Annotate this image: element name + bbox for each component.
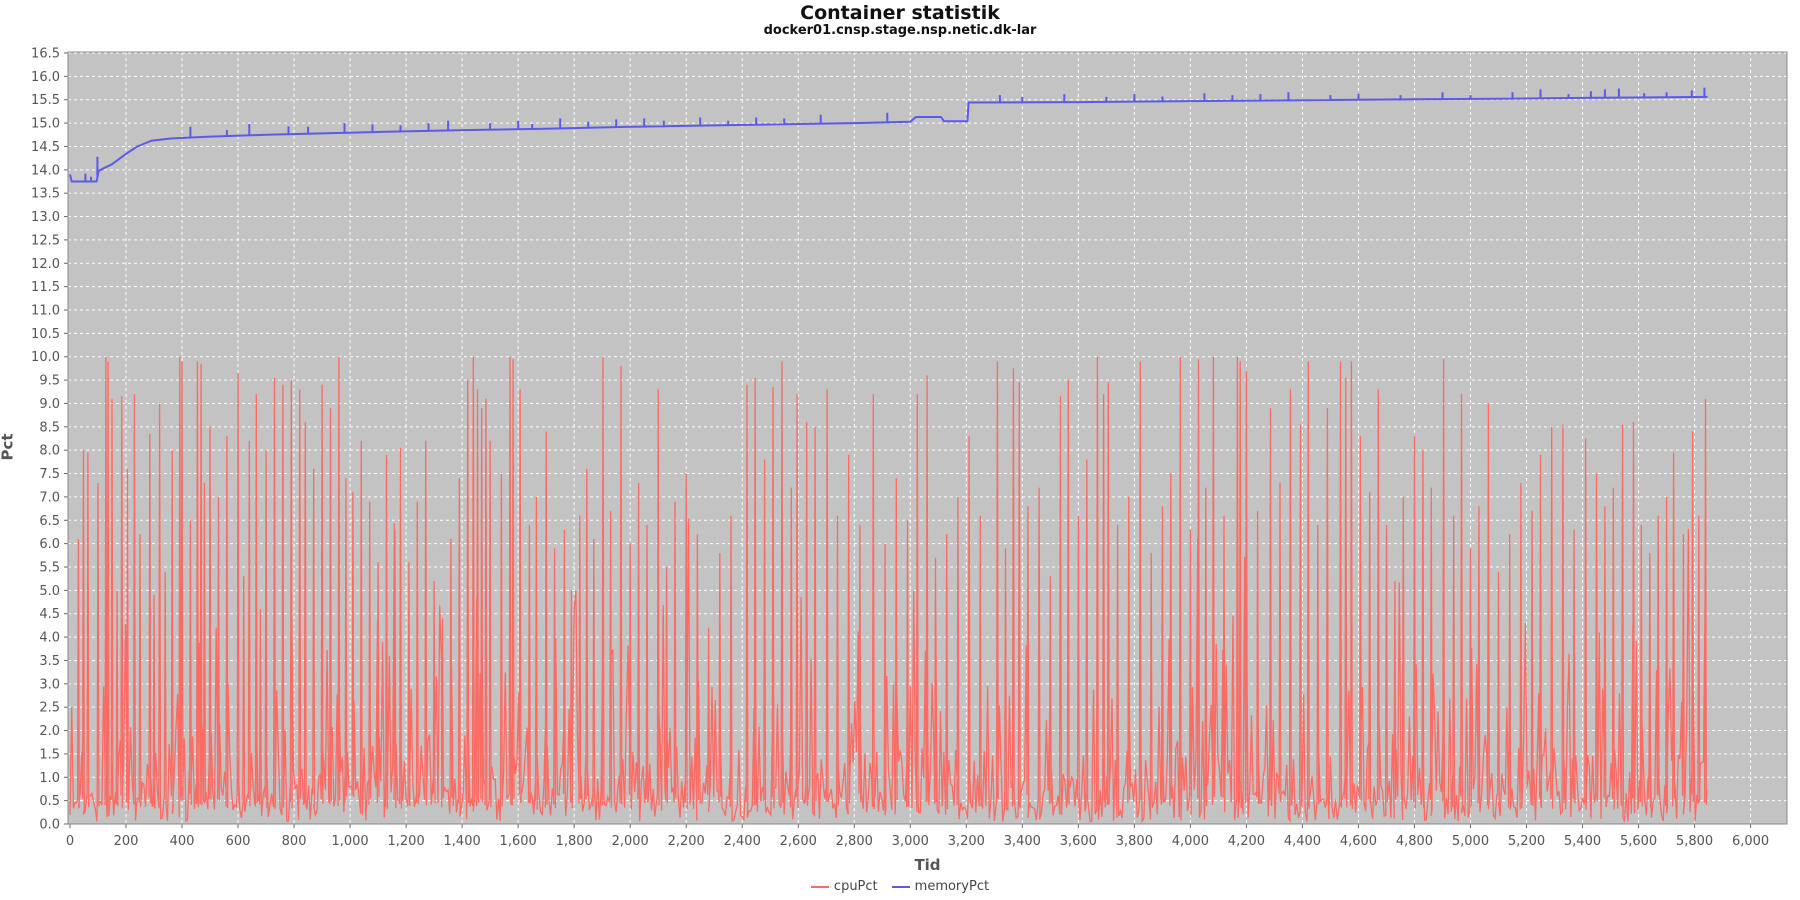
x-tick-label: 4,800 — [1396, 834, 1433, 849]
y-tick-label: 4.5 — [39, 607, 60, 622]
y-tick-label: 7.0 — [39, 490, 60, 505]
axis-tick-labels: 0.0 0.5 1.0 1.5 2.0 2.5 3.0 3.5 4.0 4.5 5.0 5.5 6.0 6… — [31, 47, 1769, 850]
y-tick-label: 7.5 — [39, 467, 60, 482]
y-tick-label: 13.0 — [31, 210, 60, 225]
x-tick-label: 3,800 — [1116, 834, 1153, 849]
x-tick-label: 1,000 — [331, 834, 368, 849]
y-tick-label: 12.5 — [31, 233, 60, 248]
x-tick-label: 2,200 — [668, 834, 705, 849]
y-tick-label: 14.5 — [31, 140, 60, 155]
x-tick-label: 5,800 — [1676, 834, 1713, 849]
memory-series-line — [69, 87, 1708, 183]
chart-subtitle: docker01.cnsp.stage.nsp.netic.dk-lar — [763, 23, 1037, 38]
y-tick-label: 3.5 — [39, 654, 60, 669]
y-tick-label: 9.0 — [39, 397, 60, 412]
y-tick-label: 2.5 — [39, 701, 60, 716]
cpu-legend-label: cpuPct — [833, 879, 878, 894]
y-tick-label: 12.0 — [31, 257, 60, 272]
y-tick-label: 0.5 — [39, 794, 60, 809]
y-tick-label: 15.0 — [31, 117, 60, 132]
y-tick-label: 10.5 — [31, 327, 60, 342]
legend-item-cpu: cpuPct — [810, 879, 878, 894]
cpu-legend-swatch — [810, 885, 829, 888]
y-tick-label: 6.0 — [39, 537, 60, 552]
memory-legend-swatch — [891, 885, 910, 888]
x-tick-label: 1,200 — [388, 834, 425, 849]
x-tick-label: 1,400 — [444, 834, 481, 849]
y-tick-label: 4.0 — [39, 631, 60, 646]
x-tick-label: 4,000 — [1172, 834, 1209, 849]
y-tick-label: 9.5 — [39, 374, 60, 389]
memory-legend-label: memoryPct — [914, 879, 990, 894]
x-tick-label: 3,400 — [1004, 834, 1041, 849]
y-tick-label: 8.0 — [39, 444, 60, 459]
x-tick-label: 2,800 — [836, 834, 873, 849]
y-tick-label: 1.5 — [39, 747, 60, 762]
y-tick-label: 0.0 — [39, 818, 60, 833]
x-tick-label: 400 — [170, 834, 195, 849]
x-tick-label: 4,400 — [1284, 834, 1321, 849]
x-tick-label: 5,000 — [1452, 834, 1489, 849]
y-tick-label: 10.0 — [31, 350, 60, 365]
x-tick-label: 2,400 — [724, 834, 761, 849]
x-tick-label: 2,600 — [780, 834, 817, 849]
x-tick-label: 5,200 — [1508, 834, 1545, 849]
y-tick-label: 14.0 — [31, 163, 60, 178]
x-tick-label: 1,800 — [556, 834, 593, 849]
y-tick-label: 8.5 — [39, 420, 60, 435]
x-tick-label: 4,600 — [1340, 834, 1377, 849]
y-tick-label: 3.0 — [39, 677, 60, 692]
x-tick-label: 200 — [114, 834, 139, 849]
y-tick-label: 5.0 — [39, 584, 60, 599]
y-tick-label: 5.5 — [39, 561, 60, 576]
y-tick-label: 16.5 — [31, 47, 60, 62]
legend-item-memory: memoryPct — [891, 879, 990, 894]
cpu-series-line — [69, 356, 1708, 824]
y-tick-label: 6.5 — [39, 514, 60, 529]
x-tick-label: 6,000 — [1732, 834, 1769, 849]
x-axis-title: Tid — [914, 856, 941, 874]
y-tick-label: 2.0 — [39, 724, 60, 739]
axis-ticks — [64, 52, 1752, 828]
x-tick-label: 3,000 — [892, 834, 929, 849]
x-tick-label: 3,200 — [948, 834, 985, 849]
x-tick-label: 5,600 — [1620, 834, 1657, 849]
y-tick-label: 1.0 — [39, 771, 60, 786]
chart-legend: cpuPct memoryPct — [0, 879, 1800, 894]
x-tick-label: 1,600 — [500, 834, 537, 849]
y-tick-label: 11.5 — [31, 280, 60, 295]
y-tick-label: 11.0 — [31, 304, 60, 319]
y-tick-label: 15.5 — [31, 93, 60, 108]
x-tick-label: 2,000 — [612, 834, 649, 849]
page-title: Container statistik — [800, 2, 1000, 24]
x-tick-label: 800 — [282, 834, 307, 849]
y-tick-label: 16.0 — [31, 70, 60, 85]
x-tick-label: 3,600 — [1060, 834, 1097, 849]
x-tick-label: 0 — [66, 834, 74, 849]
y-axis-title: Pct — [0, 433, 17, 461]
x-tick-label: 5,400 — [1564, 834, 1601, 849]
x-tick-label: 4,200 — [1228, 834, 1265, 849]
y-tick-label: 13.5 — [31, 187, 60, 202]
plot-border — [67, 51, 1788, 825]
x-tick-label: 600 — [226, 834, 251, 849]
